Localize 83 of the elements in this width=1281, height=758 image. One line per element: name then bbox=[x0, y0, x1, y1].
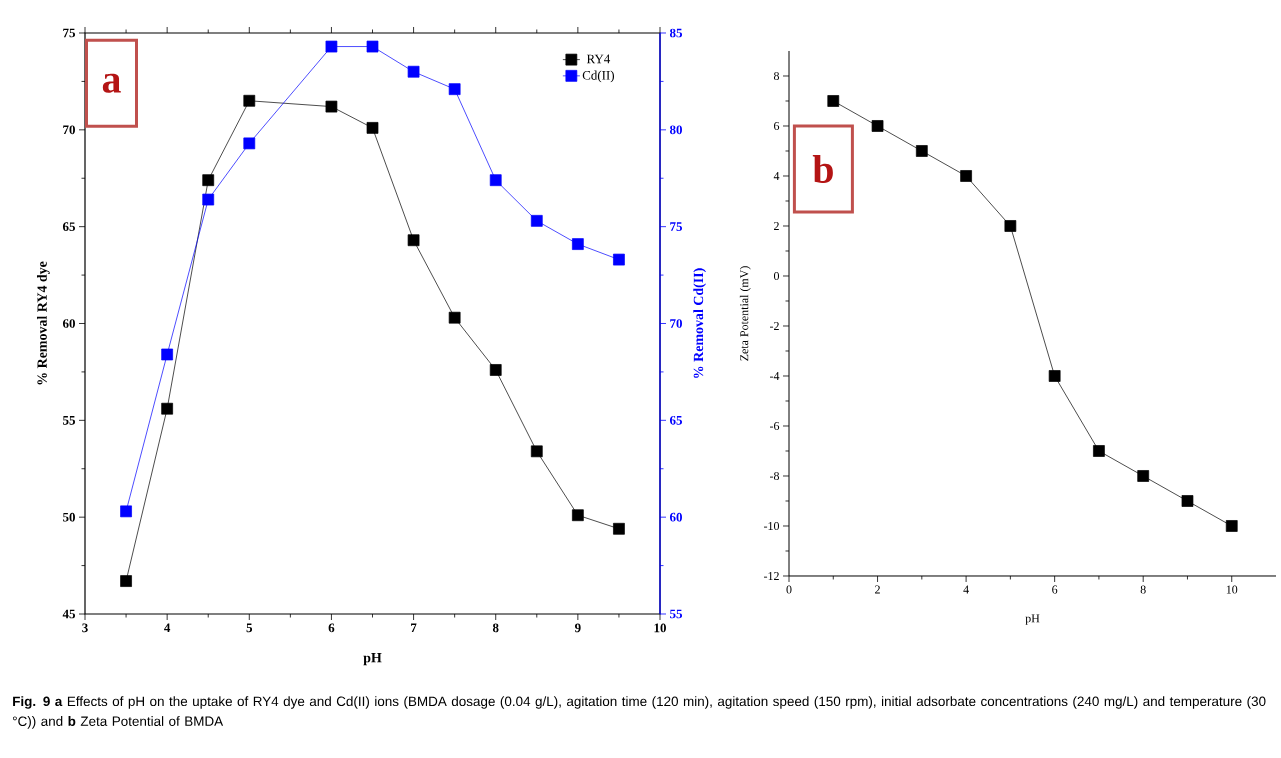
x-tick-label: 2 bbox=[875, 585, 880, 594]
point bbox=[161, 402, 173, 415]
point bbox=[366, 40, 379, 53]
point bbox=[1093, 445, 1105, 457]
point bbox=[827, 95, 840, 107]
x-tick-label: 4 bbox=[963, 585, 969, 594]
y2-tick-label: 60 bbox=[669, 512, 682, 522]
point bbox=[530, 445, 543, 458]
y2-tick-label: 75 bbox=[670, 222, 682, 231]
point bbox=[489, 364, 502, 376]
y-tick-label: 50 bbox=[63, 512, 75, 522]
y2-tick-label: 70 bbox=[670, 319, 682, 328]
x-tick-label: 0 bbox=[786, 585, 792, 594]
y-tick-label: -10 bbox=[763, 521, 780, 531]
point bbox=[243, 137, 256, 150]
y-tick-label: -4 bbox=[769, 372, 780, 380]
annotation: a bbox=[102, 73, 121, 93]
point bbox=[572, 238, 584, 250]
x-tick-label: 6 bbox=[1052, 585, 1058, 594]
annotation: b bbox=[812, 154, 833, 184]
y-tick-label: 4 bbox=[773, 172, 780, 180]
point bbox=[530, 215, 543, 227]
point bbox=[1137, 470, 1150, 482]
x-tick-label: 3 bbox=[82, 623, 88, 633]
point bbox=[325, 40, 338, 53]
y-tick-label: 45 bbox=[62, 609, 76, 619]
y2-tick-label: 80 bbox=[669, 125, 682, 135]
point bbox=[1225, 520, 1238, 532]
y-tick-label: 65 bbox=[62, 222, 76, 232]
point bbox=[613, 253, 625, 266]
point bbox=[407, 234, 420, 247]
y-tick-label: 75 bbox=[63, 28, 76, 38]
point bbox=[243, 94, 256, 107]
point bbox=[120, 575, 132, 587]
y-tick-label: 60 bbox=[62, 319, 75, 328]
point bbox=[366, 122, 379, 134]
legend-label: RY4 bbox=[586, 54, 611, 64]
x-tick-label: 5 bbox=[246, 623, 253, 633]
x-tick-label: 10 bbox=[1226, 585, 1238, 594]
point bbox=[915, 145, 928, 157]
x-tick-label: 9 bbox=[574, 623, 581, 633]
point bbox=[325, 100, 338, 113]
y-axis-title: Zeta Potential (mV) bbox=[739, 266, 751, 361]
point bbox=[1181, 495, 1194, 507]
point bbox=[448, 311, 461, 324]
x-tick-label: 7 bbox=[411, 623, 417, 632]
x-tick-label: 8 bbox=[1140, 585, 1146, 594]
y-tick-label: 0 bbox=[773, 271, 780, 281]
x-axis-title: pH bbox=[363, 653, 382, 666]
point bbox=[489, 174, 502, 187]
point bbox=[120, 505, 132, 518]
point bbox=[1048, 370, 1061, 382]
x-tick-label: 10 bbox=[654, 623, 666, 633]
y-tick-label: -6 bbox=[769, 421, 780, 431]
point bbox=[960, 170, 972, 182]
legend-label: Cd(II) bbox=[582, 70, 615, 83]
point bbox=[161, 348, 173, 361]
x-tick-label: 8 bbox=[492, 623, 499, 633]
x-axis-title: pH bbox=[1025, 614, 1040, 625]
point bbox=[871, 120, 884, 132]
y2-tick-label: 85 bbox=[669, 28, 682, 38]
point bbox=[407, 65, 420, 78]
y-tick-label: -2 bbox=[769, 322, 779, 330]
y2-tick-label: 65 bbox=[669, 415, 682, 425]
y-tick-label: -8 bbox=[769, 471, 780, 481]
y-axis-title: % Removal RY4 dye bbox=[36, 261, 50, 385]
point bbox=[448, 83, 461, 96]
y-tick-label: 2 bbox=[774, 222, 779, 230]
point bbox=[202, 193, 215, 206]
point bbox=[613, 522, 625, 535]
text: Fig. 9 a Effects of pH on the uptake of RY4 dye and Cd(II) ions (BMDA dosage (0.04 g/L), agitation time (120 min), agitation speed (150 rpm), initial adsorbate concentrations (240 mg/L) and temperature (30 °C)) and b Zeta Potential of BMDA bbox=[13, 696, 1266, 729]
y-tick-label: -12 bbox=[763, 572, 779, 580]
y2-axis-title: % Removal Cd(II) bbox=[693, 268, 706, 378]
x-tick-label: 6 bbox=[328, 623, 335, 633]
y-tick-label: 70 bbox=[63, 125, 75, 135]
y2-tick-label: 55 bbox=[670, 609, 682, 619]
x-tick-label: 4 bbox=[164, 623, 171, 633]
point bbox=[202, 174, 215, 187]
y-tick-label: 55 bbox=[63, 416, 76, 425]
point bbox=[1004, 220, 1017, 232]
point bbox=[572, 509, 584, 522]
y-tick-label: 6 bbox=[774, 121, 780, 130]
y-tick-label: 8 bbox=[773, 71, 780, 81]
